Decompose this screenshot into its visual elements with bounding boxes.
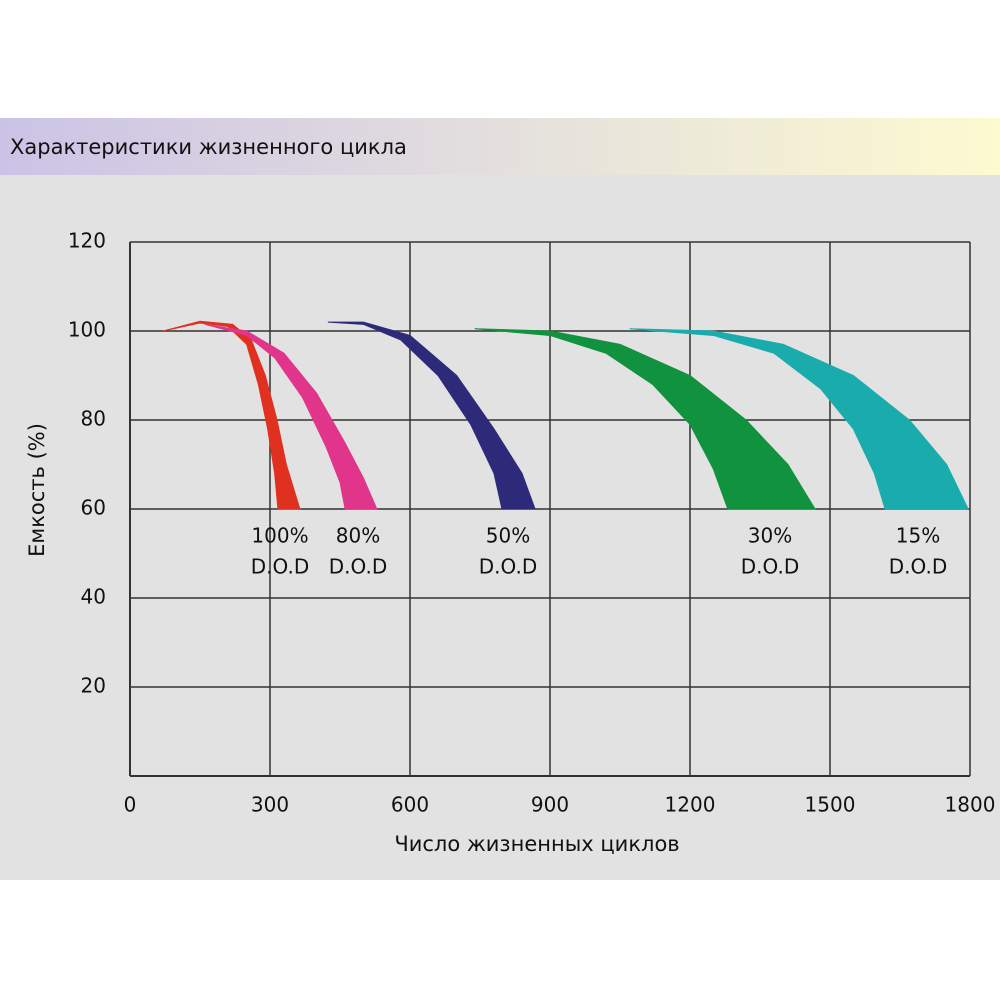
series-label: D.O.D: [251, 555, 309, 579]
header: [0, 118, 1000, 175]
series-label: 80%: [336, 524, 380, 548]
band: [204, 323, 378, 510]
y-tick-label: 80: [81, 407, 106, 431]
y-tick-label: 100: [68, 318, 106, 342]
x-tick-label: 1800: [945, 793, 996, 817]
chart-title: Характеристики жизненного цикла: [10, 135, 407, 159]
band: [327, 321, 536, 510]
x-tick-label: 0: [124, 793, 137, 817]
y-tick-label: 120: [68, 229, 106, 253]
series-label: D.O.D: [479, 555, 537, 579]
y-axis-label: Емкость (%): [25, 423, 49, 557]
series-label: D.O.D: [741, 555, 799, 579]
x-tick-label: 1200: [665, 793, 716, 817]
series-label: 30%: [748, 524, 792, 548]
y-tick-label: 20: [81, 674, 106, 698]
y-tick-label: 40: [81, 585, 106, 609]
x-tick-label: 300: [251, 793, 289, 817]
series-label: D.O.D: [329, 555, 387, 579]
series-label: 15%: [896, 524, 940, 548]
series-label: D.O.D: [889, 555, 947, 579]
x-tick-label: 900: [531, 793, 569, 817]
x-tick-label: 600: [391, 793, 429, 817]
series-label: 100%: [251, 524, 308, 548]
band: [629, 328, 969, 510]
band: [474, 328, 816, 510]
x-tick-label: 1500: [805, 793, 856, 817]
x-axis-label: Число жизненных циклов: [394, 832, 679, 856]
series-label: 50%: [486, 524, 530, 548]
y-tick-label: 60: [81, 496, 106, 520]
